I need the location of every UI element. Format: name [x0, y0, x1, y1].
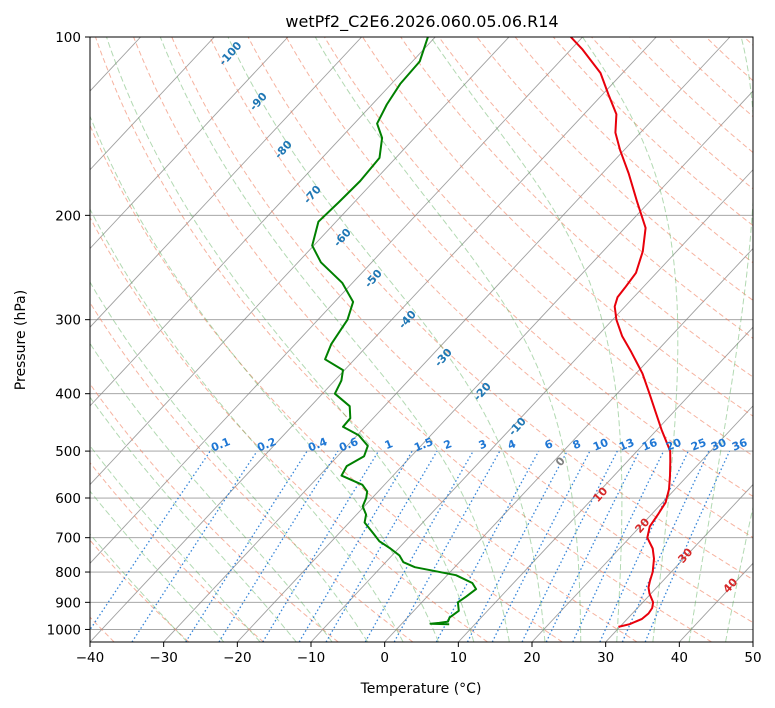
dry-adiabat-line — [362, 37, 753, 417]
mixing-ratio-label: 1 — [383, 437, 395, 452]
background-lines — [0, 37, 753, 642]
x-tick-label: −10 — [297, 650, 326, 666]
isotherm-line — [90, 37, 510, 486]
dry-adiabat-line — [90, 461, 264, 642]
mixing-ratio-label: 13 — [617, 436, 636, 454]
x-tick-label: −30 — [149, 650, 178, 666]
mixing-ratio-line — [572, 450, 665, 642]
dry-adiabat-line — [90, 383, 339, 642]
dry-adiabat-line — [514, 37, 753, 264]
moist-adiabat-line — [90, 396, 297, 642]
mixing-ratio-line — [393, 450, 501, 642]
moist-adiabat-line — [90, 342, 333, 642]
isotherm-line — [458, 326, 753, 642]
y-tick-label: 600 — [55, 491, 81, 507]
moist-adiabat-line — [90, 490, 225, 642]
moist-adiabat-line — [90, 208, 404, 642]
dry-adiabat-line — [247, 37, 753, 539]
dry-adiabat-line — [133, 37, 712, 642]
x-tick-label: 40 — [671, 650, 688, 666]
x-tick-label: 30 — [597, 650, 614, 666]
moist-adiabat-line — [688, 37, 753, 642]
isotherm-line — [163, 37, 731, 642]
dry-adiabat-line — [90, 124, 563, 642]
x-tick-label: −20 — [223, 650, 252, 666]
dry-adiabat-line — [323, 37, 753, 457]
mixing-ratio-label: 8 — [571, 437, 583, 452]
moist-adiabat-line — [227, 37, 546, 642]
y-tick-label: 700 — [55, 531, 81, 547]
dry-adiabat-line — [90, 301, 414, 642]
y-tick-label: 100 — [55, 30, 81, 46]
mixing-ratio-label: 2 — [442, 437, 454, 452]
isotherm-line — [90, 37, 436, 407]
dry-adiabat-line — [171, 37, 753, 624]
mixing-ratio-line — [185, 450, 308, 642]
isotherm-line — [605, 483, 753, 642]
x-axis-label: Temperature (°C) — [360, 681, 482, 697]
y-tick-label: 800 — [55, 565, 81, 581]
moist-adiabat-line — [314, 37, 582, 642]
plot-frame — [89, 36, 754, 643]
isotherm-line — [90, 37, 215, 171]
mixing-ratio-label: 3 — [477, 437, 489, 452]
mixing-ratio-line — [621, 450, 710, 642]
moist-adiabat-line — [159, 37, 510, 642]
y-tick-label: 900 — [55, 595, 81, 611]
profile-lines — [311, 37, 672, 628]
isotherm-line — [0, 37, 67, 642]
isotherm-line — [384, 247, 753, 642]
mixing-ratio-label: 20 — [664, 436, 683, 454]
dry-adiabat-line — [476, 37, 753, 301]
dry-adiabat-line — [95, 37, 638, 642]
x-tick-label: 0 — [380, 650, 389, 666]
isotherm-line — [531, 405, 753, 642]
y-tick-label: 500 — [55, 444, 81, 460]
isotherm-line — [90, 37, 657, 642]
mixing-ratio-line — [435, 450, 540, 642]
isotherm-line — [90, 37, 583, 564]
isotherm-line — [237, 90, 753, 642]
dry-adiabat-line — [90, 539, 190, 642]
axes: −40 −30 −20 −10 0 10 20 30 40 50 100 200 300 400 500 60… — [47, 30, 762, 666]
y-tick-label: 1000 — [47, 622, 81, 638]
x-tick-label: −40 — [76, 650, 105, 666]
mixing-ratio-line — [262, 450, 380, 642]
x-tick-label: 10 — [450, 650, 467, 666]
y-tick-label: 400 — [55, 387, 81, 403]
mixing-ratio-line — [364, 450, 474, 642]
y-axis-label: Pressure (hPa) — [13, 290, 29, 390]
dry-adiabat-line — [400, 37, 753, 378]
plot-area — [90, 37, 753, 642]
moist-adiabat-line — [90, 115, 439, 642]
mixing-ratio-label: 16 — [640, 436, 659, 454]
moist-adiabat-line — [106, 37, 475, 642]
dry-adiabat-line — [591, 37, 753, 190]
isotherm-line — [90, 37, 362, 328]
x-tick-label: 20 — [523, 650, 540, 666]
dry-adiabat-line — [209, 37, 753, 581]
y-tick-label: 200 — [55, 208, 81, 224]
mixing-ratio-line — [298, 450, 413, 642]
isotherm-line — [90, 37, 289, 250]
chart-title: wetPf2_C2E6.2026.060.05.06.R14 — [285, 12, 558, 32]
mixing-ratio-label: 36 — [730, 436, 749, 454]
mixing-ratio-line — [545, 450, 640, 642]
mixing-ratio-line — [599, 450, 689, 642]
mixing-ratio-line — [325, 450, 438, 642]
mixing-ratio-line — [218, 450, 339, 642]
y-tick-label: 300 — [55, 313, 81, 329]
x-tick-label: 50 — [744, 650, 761, 666]
dewpoint-profile-line — [311, 37, 478, 626]
moist-adiabat-line — [90, 281, 369, 642]
mixing-ratio-label: 25 — [689, 436, 708, 454]
temperature-profile-line — [570, 37, 672, 628]
mixing-ratio-label: 10 — [591, 436, 610, 454]
isotherm-line — [752, 641, 753, 642]
mixing-ratio-label: 30 — [709, 436, 728, 454]
